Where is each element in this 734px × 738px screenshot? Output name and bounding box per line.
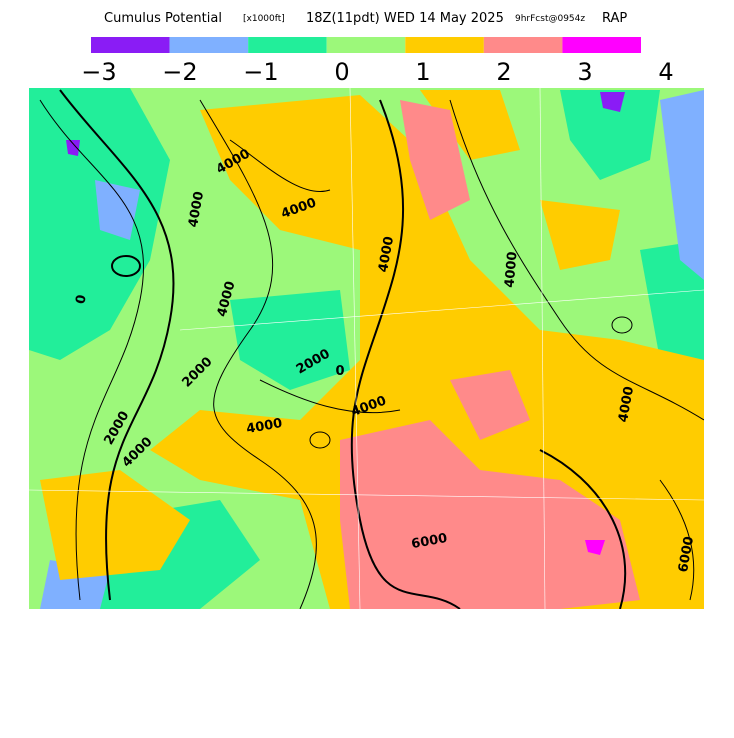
colorbar-swatch xyxy=(405,37,484,53)
colorbar-label: −1 xyxy=(243,58,278,86)
colorbar-swatch xyxy=(483,37,563,53)
colorbar-label: 0 xyxy=(334,58,349,86)
magenta-areas xyxy=(585,540,605,555)
colorbar-label: −2 xyxy=(162,58,197,86)
forecast: 9hrFcst@0954z xyxy=(515,14,585,24)
contour-label: 4000 xyxy=(376,235,397,273)
orange-areas xyxy=(40,90,704,609)
contour-label: 4000 xyxy=(186,190,207,228)
boundaries xyxy=(29,88,704,609)
model: RAP xyxy=(602,11,627,26)
colorbar-label: 4 xyxy=(658,58,673,86)
colorbar-swatch xyxy=(91,37,170,53)
colorbar-swatch xyxy=(326,37,406,53)
colorbar-swatch xyxy=(248,37,327,53)
title: Cumulus Potential xyxy=(104,11,222,26)
contour-label: 0 xyxy=(73,294,89,306)
colorbar-swatch xyxy=(169,37,249,53)
contour-label: 6000 xyxy=(410,531,448,552)
colorbar-label: 2 xyxy=(496,58,511,86)
contour-label: 4000 xyxy=(502,251,520,288)
colorbar-label: 1 xyxy=(415,58,430,86)
contour-label: 4000 xyxy=(245,416,283,437)
colorbar-label: 3 xyxy=(577,58,592,86)
contour-label: 4000 xyxy=(616,385,637,423)
colorbar-label: −3 xyxy=(81,58,116,86)
colorbar-swatch xyxy=(562,37,641,53)
pink-areas xyxy=(340,100,640,609)
colorbar: −3 −2 −1 0 1 2 3 4 xyxy=(81,37,674,86)
units: [x1000ft] xyxy=(243,14,285,24)
contour-label: 0 xyxy=(335,364,344,379)
valid-time: 18Z(11pdt) WED 14 May 2025 xyxy=(306,11,504,26)
contour-label: 6000 xyxy=(676,535,697,573)
violet-areas xyxy=(66,92,625,156)
